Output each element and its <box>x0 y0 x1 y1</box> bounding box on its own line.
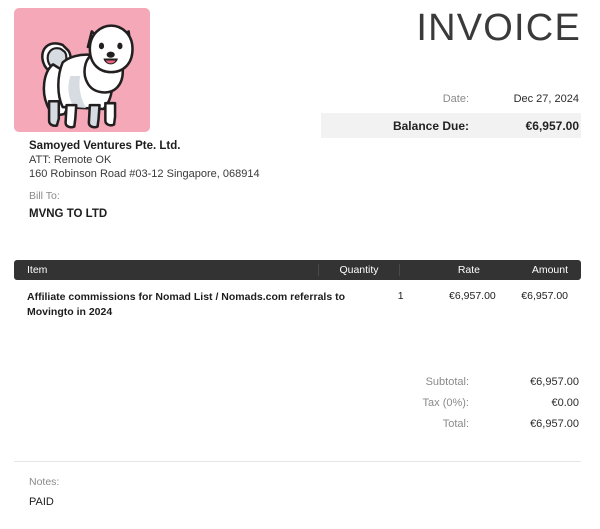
seller-attention: ATT: Remote OK <box>29 154 112 166</box>
subtotal-value: €6,957.00 <box>530 375 579 388</box>
table-header-row: Item Quantity Rate Amount <box>14 260 581 280</box>
bill-to-block: Bill To: MVNG TO LTD <box>29 188 107 222</box>
seller-info: Samoyed Ventures Pte. Ltd. ATT: Remote O… <box>29 139 260 181</box>
line-item-quantity: 1 <box>397 290 404 302</box>
subtotal-label: Subtotal: <box>425 375 469 388</box>
line-items-table: Item Quantity Rate Amount Affiliate comm… <box>14 260 581 320</box>
total-value: €6,957.00 <box>530 417 579 430</box>
bill-to-name: MVNG TO LTD <box>29 208 108 220</box>
line-item-description: Affiliate commissions for Nomad List / N… <box>27 291 345 318</box>
column-header-rate: Rate <box>399 264 492 276</box>
column-header-item: Item <box>27 264 48 276</box>
total-label: Total: <box>442 417 469 430</box>
meta-row-date: Date: Dec 27, 2024 <box>321 88 581 109</box>
line-item-rate: €6,957.00 <box>449 290 496 302</box>
tax-value: €0.00 <box>551 396 579 409</box>
page-title: INVOICE <box>416 7 581 49</box>
seller-address: 160 Robinson Road #03-12 Singapore, 0689… <box>29 168 260 180</box>
date-value: Dec 27, 2024 <box>513 92 579 105</box>
samoyed-dog-logo-icon <box>14 8 150 132</box>
table-row: Affiliate commissions for Nomad List / N… <box>14 290 581 320</box>
notes-block: Notes: PAID <box>29 474 59 511</box>
totals-row-total: Total: €6,957.00 <box>321 413 581 434</box>
notes-label: Notes: <box>29 476 60 488</box>
date-label: Date: <box>442 92 469 105</box>
notes-value: PAID <box>29 496 54 508</box>
column-header-quantity: Quantity <box>318 264 399 276</box>
totals-block: Subtotal: €6,957.00 Tax (0%): €0.00 Tota… <box>321 371 581 434</box>
notes-divider <box>14 461 581 462</box>
invoice-meta: Date: Dec 27, 2024 Balance Due: €6,957.0… <box>321 88 581 138</box>
line-item-amount: €6,957.00 <box>521 290 569 302</box>
meta-row-balance-due: Balance Due: €6,957.00 <box>321 113 581 138</box>
totals-row-subtotal: Subtotal: €6,957.00 <box>321 371 581 392</box>
bill-to-label: Bill To: <box>29 190 60 202</box>
seller-name: Samoyed Ventures Pte. Ltd. <box>29 140 181 152</box>
company-logo <box>14 8 150 132</box>
tax-label: Tax (0%): <box>422 396 469 409</box>
balance-due-label: Balance Due: <box>392 118 469 133</box>
balance-due-value: €6,957.00 <box>525 118 579 133</box>
totals-row-tax: Tax (0%): €0.00 <box>321 392 581 413</box>
column-header-amount: Amount <box>531 264 568 276</box>
invoice-header: INVOICE Date: Dec 27, 2024 Balance Due: … <box>0 0 600 140</box>
